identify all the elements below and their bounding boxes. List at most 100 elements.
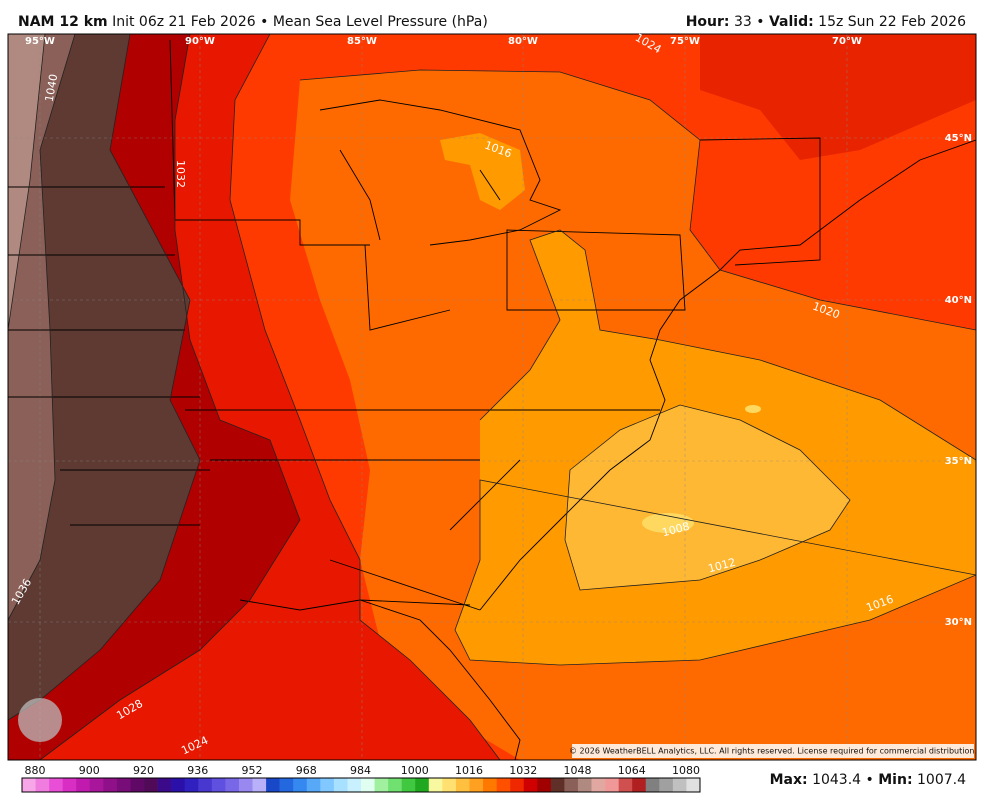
contour-label: 1032: [174, 160, 187, 188]
colorbar-cell: [618, 778, 633, 792]
colorbar-cell: [198, 778, 213, 792]
colorbar-cell: [157, 778, 172, 792]
separator: •: [866, 772, 874, 788]
colorbar-cell: [550, 778, 565, 792]
map-frame: [7, 33, 977, 761]
colorbar-cell: [103, 778, 118, 792]
colorbar-cell: [483, 778, 497, 792]
colorbar-frame: [21, 777, 701, 793]
colorbar-cell: [659, 778, 674, 792]
colorbar-cell: [510, 778, 525, 792]
max: 1043.4: [812, 772, 861, 788]
colorbar-label: 900: [79, 764, 100, 777]
footer: Max: 1043.4 • Min: 1007.4: [770, 772, 966, 788]
map: [8, 34, 976, 760]
colorbar-cell: [361, 778, 375, 792]
pressure-fill: [745, 405, 761, 413]
logo: [18, 698, 62, 742]
colorbar-cell: [523, 778, 538, 792]
header: NAM 12 km Init 06z 21 Feb 2026 • Mean Se…: [18, 14, 488, 30]
colorbar-label: 1000: [401, 764, 429, 777]
separator: •: [260, 14, 268, 30]
isobars: [8, 34, 976, 760]
colorbar-label: 1080: [672, 764, 700, 777]
latitude-label: 40°N: [945, 295, 972, 306]
colorbar-cell: [645, 778, 660, 792]
pressure-fill: [8, 34, 45, 330]
valid: 15z Sun 22 Feb 2026: [818, 14, 966, 30]
colorbar-cell: [279, 778, 294, 792]
colorbar-cell: [211, 778, 226, 792]
colorbar-cell: [496, 778, 511, 792]
colorbar-cell: [252, 778, 267, 792]
longitude-label: 85°W: [347, 36, 377, 47]
colorbar-cell: [537, 778, 552, 792]
colorbar-cell: [564, 778, 579, 792]
colorbar-label: 1048: [564, 764, 592, 777]
colorbar-cell: [577, 778, 592, 792]
colorbar-label: 1032: [509, 764, 537, 777]
hour: 33: [734, 14, 752, 30]
separator: •: [756, 14, 764, 30]
colorbar-label: 880: [25, 764, 46, 777]
hour-label: Hour:: [686, 14, 730, 30]
colorbar-cell: [591, 778, 606, 792]
colorbar-cell: [238, 778, 253, 792]
colorbar-cell: [22, 778, 36, 792]
longitude-label: 90°W: [185, 36, 215, 47]
copyright: © 2026 WeatherBELL Analytics, LLC. All r…: [569, 747, 977, 756]
boundaries: [8, 39, 976, 760]
colorbar-cell: [130, 778, 145, 792]
colorbar-cell: [686, 778, 701, 792]
colorbar-label: 936: [187, 764, 208, 777]
colorbar-cell: [632, 778, 647, 792]
latitude-label: 30°N: [945, 617, 972, 628]
pressure-fill: [642, 513, 694, 533]
colorbar-cell: [116, 778, 131, 792]
colorbar-cell: [144, 778, 158, 792]
colorbar-label: 984: [350, 764, 371, 777]
colorbar-cell: [442, 778, 457, 792]
colorbar-cell: [428, 778, 443, 792]
pressure-fill: [565, 405, 850, 590]
min-label: Min:: [878, 772, 912, 788]
colorbar-cell: [89, 778, 104, 792]
colorbar-cell: [374, 778, 389, 792]
model: NAM 12 km: [18, 14, 108, 30]
colorbar: 880 900 920 936 952 968 984 1000 1016 1032 1048 106…: [21, 764, 701, 793]
pressure-fill: [8, 34, 200, 720]
colorbar-cell: [225, 778, 240, 792]
header-right: Hour: 33 • Valid: 15z Sun 22 Feb 2026: [686, 14, 966, 30]
init: Init 06z 21 Feb 2026: [112, 14, 256, 30]
pressure-fill: [700, 34, 976, 160]
colorbar-cell: [672, 778, 687, 792]
contour-label: 1040: [43, 73, 61, 103]
colorbar-cell: [171, 778, 186, 792]
longitude-label: 70°W: [832, 36, 862, 47]
longitude-label: 80°W: [508, 36, 538, 47]
colorbar-cell: [605, 778, 619, 792]
min: 1007.4: [917, 772, 966, 788]
colorbar-cell: [415, 778, 430, 792]
colorbar-cell: [401, 778, 416, 792]
product: Mean Sea Level Pressure (hPa): [273, 14, 488, 30]
longitude-label: 95°W: [25, 36, 55, 47]
colorbar-label: 920: [133, 764, 154, 777]
longitude-label: 75°W: [670, 36, 700, 47]
colorbar-cell: [62, 778, 77, 792]
colorbar-cell: [76, 778, 91, 792]
latitude-label: 35°N: [945, 456, 972, 467]
colorbar-cell: [320, 778, 335, 792]
colorbar-label: 952: [242, 764, 263, 777]
colorbar-label: 1064: [618, 764, 646, 777]
colorbar-cell: [266, 778, 280, 792]
colorbar-cell: [469, 778, 484, 792]
copyright-bg: [572, 744, 974, 758]
colorbar-label: 1016: [455, 764, 483, 777]
colorbar-cell: [347, 778, 362, 792]
colorbar-cell: [49, 778, 63, 792]
colorbar-cell: [306, 778, 321, 792]
colorbar-cell: [455, 778, 470, 792]
colorbar-cell: [293, 778, 308, 792]
